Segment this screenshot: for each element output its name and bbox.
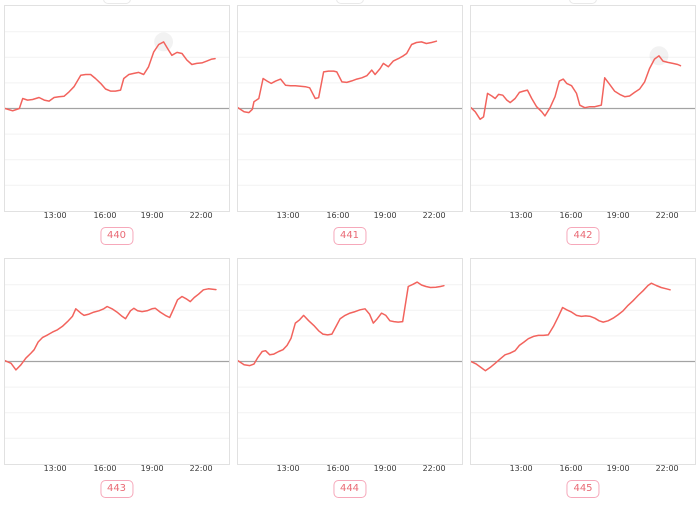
chart-panel: 13:00 16:00 19:00 22:00 442 (466, 0, 700, 253)
series-line (5, 41, 216, 112)
x-axis: 13:00 16:00 19:00 22:00 (237, 463, 462, 475)
x-tick-label: 22:00 (189, 211, 213, 220)
x-tick-label: 16:00 (326, 464, 350, 473)
line-chart-svg (471, 31, 695, 186)
line-chart-svg (471, 282, 695, 439)
x-tick-label: 19:00 (373, 464, 397, 473)
clipped-label-box-above (569, 0, 597, 4)
x-tick-label: 13:00 (276, 464, 300, 473)
x-axis: 13:00 16:00 19:00 22:00 (237, 210, 462, 222)
x-tick-label: 13:00 (276, 211, 300, 220)
x-tick-label: 19:00 (606, 211, 630, 220)
chart-id-badge[interactable]: 443 (99, 480, 134, 498)
plot-area[interactable] (4, 258, 230, 465)
x-tick-label: 22:00 (422, 464, 446, 473)
plot-area[interactable] (470, 258, 696, 465)
x-tick-label: 16:00 (93, 464, 117, 473)
x-tick-label: 16:00 (559, 464, 583, 473)
line-chart-svg (5, 31, 229, 186)
series-line (471, 282, 671, 372)
line-chart-svg (238, 281, 462, 439)
series-line (5, 288, 217, 371)
x-tick-label: 22:00 (189, 464, 213, 473)
chart-panel: 13:00 16:00 19:00 22:00 440 (0, 0, 233, 253)
x-tick-label: 19:00 (373, 211, 397, 220)
clipped-label-box-above (102, 0, 131, 4)
chart-id-badge[interactable]: 444 (332, 480, 367, 498)
x-tick-label: 13:00 (509, 464, 533, 473)
chart-panel: 13:00 16:00 19:00 22:00 445 (466, 253, 700, 506)
x-tick-label: 19:00 (606, 464, 630, 473)
chart-panel: 13:00 16:00 19:00 22:00 444 (233, 253, 466, 506)
chart-panel: 13:00 16:00 19:00 22:00 441 (233, 0, 466, 253)
x-axis: 13:00 16:00 19:00 22:00 (470, 210, 695, 222)
chart-id-badge[interactable]: 442 (566, 227, 600, 245)
x-tick-label: 16:00 (93, 211, 117, 220)
chart-id-badge[interactable]: 440 (99, 227, 134, 245)
line-chart-svg (5, 284, 229, 439)
x-axis: 13:00 16:00 19:00 22:00 (4, 463, 229, 475)
chart-panel: 13:00 16:00 19:00 22:00 443 (0, 253, 233, 506)
x-tick-label: 13:00 (43, 464, 67, 473)
x-axis: 13:00 16:00 19:00 22:00 (4, 210, 229, 222)
clipped-label-box-above (335, 0, 364, 4)
series-line (471, 55, 682, 121)
x-tick-label: 19:00 (140, 211, 164, 220)
x-tick-label: 22:00 (422, 211, 446, 220)
x-tick-label: 13:00 (509, 211, 533, 220)
plot-area[interactable] (237, 258, 463, 465)
x-tick-label: 22:00 (655, 211, 679, 220)
plot-area[interactable] (237, 5, 463, 212)
x-tick-label: 13:00 (43, 211, 67, 220)
x-axis: 13:00 16:00 19:00 22:00 (470, 463, 695, 475)
x-tick-label: 22:00 (655, 464, 679, 473)
series-line (238, 40, 438, 114)
x-tick-label: 16:00 (326, 211, 350, 220)
chart-id-badge[interactable]: 445 (566, 480, 600, 498)
chart-id-badge[interactable]: 441 (332, 227, 367, 245)
x-tick-label: 19:00 (140, 464, 164, 473)
plot-area[interactable] (4, 5, 230, 212)
plot-area[interactable] (470, 5, 696, 212)
line-chart-svg (238, 31, 462, 186)
series-line (238, 281, 445, 367)
x-tick-label: 16:00 (559, 211, 583, 220)
